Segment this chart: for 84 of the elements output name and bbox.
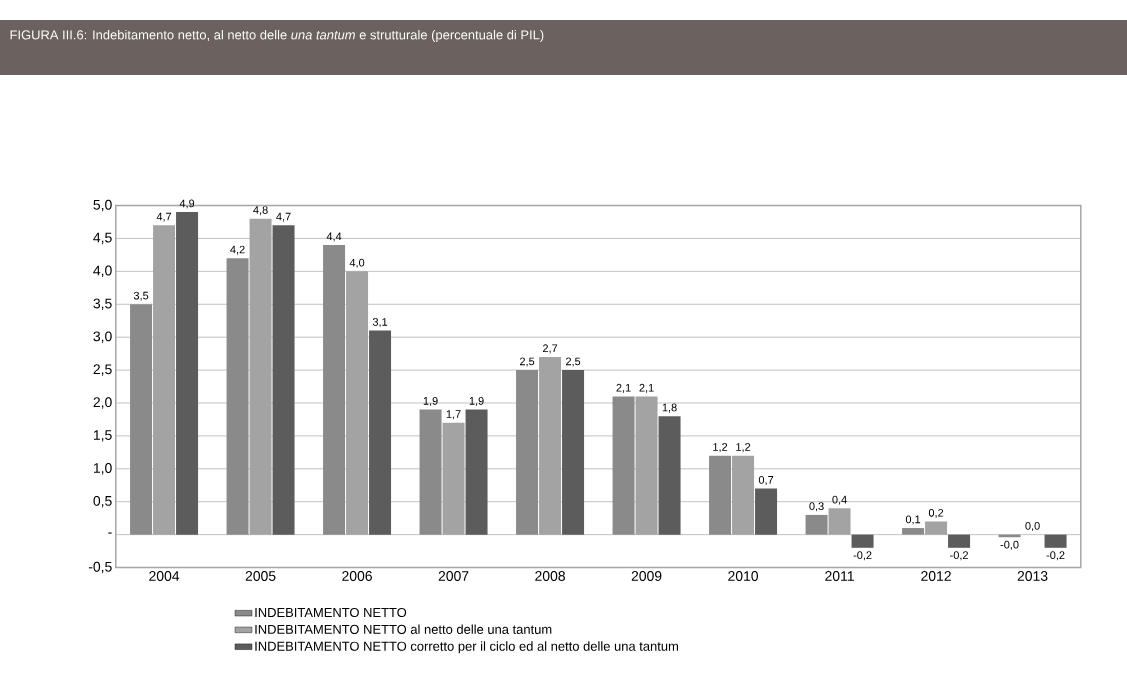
data-label: 3,5	[133, 291, 149, 301]
bar	[709, 455, 732, 535]
data-label: -0,2	[950, 551, 968, 561]
bar	[516, 370, 539, 535]
data-label: 4,9	[179, 199, 195, 209]
bar	[465, 409, 488, 535]
bar	[249, 218, 272, 535]
x-tick-label: 2007	[438, 571, 469, 581]
y-tick-label: 2,5	[93, 364, 112, 376]
bar	[925, 521, 948, 535]
data-label: 2,1	[639, 383, 654, 393]
data-label: 1,7	[446, 410, 461, 420]
data-label: 3,1	[372, 318, 388, 328]
bar	[130, 304, 153, 535]
data-label: 4,0	[349, 258, 365, 268]
bar	[272, 225, 295, 535]
data-label: -0,0	[1000, 540, 1019, 550]
bar	[226, 258, 249, 535]
data-label: -0,2	[1046, 551, 1065, 561]
data-label: 0,2	[928, 508, 944, 518]
bar	[369, 330, 392, 535]
data-label: 2,7	[542, 344, 558, 354]
x-tick-label: 2008	[535, 571, 565, 581]
bar	[732, 455, 755, 535]
data-label: 1,2	[736, 443, 751, 453]
y-tick-label: 1,5	[93, 430, 112, 442]
bar	[851, 534, 874, 548]
data-label: -0,2	[853, 551, 872, 561]
legend-label: INDEBITAMENTO NETTO al netto delle una tantum	[255, 624, 552, 634]
bar	[539, 356, 562, 535]
x-tick-label: 2006	[342, 571, 372, 581]
legend-label: INDEBITAMENTO NETTO	[255, 607, 407, 618]
y-tick-label: 3,5	[93, 298, 112, 311]
y-tick-label: 2,0	[93, 397, 112, 409]
y-tick-label: 3,0	[93, 331, 112, 343]
bar	[442, 422, 465, 535]
data-label: 4,7	[156, 212, 172, 222]
data-label: 4,7	[276, 212, 291, 222]
x-tick-label: 2010	[728, 571, 759, 581]
data-label: 1,9	[423, 397, 438, 407]
bar	[1044, 534, 1067, 548]
bar	[635, 396, 658, 535]
y-tick-label: 5,0	[93, 199, 112, 212]
bar	[176, 212, 199, 535]
bar	[902, 528, 925, 535]
data-label: 1,8	[662, 403, 677, 413]
x-tick-label: 2005	[245, 571, 276, 581]
chart-title: FIGURA III.6: Indebitamento netto, al netto delle una tantum e strutturale (percentuale di PIL)	[10, 29, 544, 43]
data-label: 0,3	[809, 502, 824, 512]
bar	[562, 370, 585, 535]
data-label: 2,5	[519, 357, 535, 367]
data-label: 4,4	[326, 232, 342, 242]
data-label: 0,1	[905, 515, 921, 525]
y-tick-label: 1,0	[93, 463, 112, 475]
bar	[323, 245, 346, 535]
x-tick-label: 2012	[921, 571, 951, 581]
x-tick-label: 2004	[149, 571, 180, 581]
y-tick-label: -0,5	[88, 561, 112, 574]
bar	[612, 396, 635, 535]
y-tick-label: -	[108, 532, 112, 534]
data-label: 2,5	[565, 357, 581, 367]
legend-label: INDEBITAMENTO NETTO corretto per il ciclo ed al netto delle una tantum	[255, 641, 678, 654]
bar	[419, 409, 442, 535]
bar	[805, 514, 828, 535]
bar	[658, 416, 681, 535]
y-tick-label: 4,5	[93, 232, 112, 245]
x-tick-label: 2011	[825, 571, 854, 581]
bar	[755, 488, 778, 535]
data-label: 1,9	[469, 397, 484, 407]
data-label: 4,8	[253, 206, 268, 216]
bar	[153, 225, 176, 535]
data-label: 2,1	[616, 383, 631, 393]
x-tick-label: 2013	[1017, 571, 1048, 581]
bar	[346, 271, 369, 535]
data-label: 1,2	[713, 443, 728, 453]
data-label: 0,4	[832, 495, 847, 505]
data-label: 0,7	[758, 475, 774, 486]
data-label: 4,2	[230, 245, 245, 255]
bar	[828, 508, 851, 535]
data-label: 0,0	[1025, 522, 1040, 532]
bar	[948, 534, 971, 548]
x-tick-label: 2009	[631, 571, 662, 581]
y-tick-label: 0,5	[93, 495, 112, 508]
y-tick-label: 4,0	[93, 265, 112, 278]
